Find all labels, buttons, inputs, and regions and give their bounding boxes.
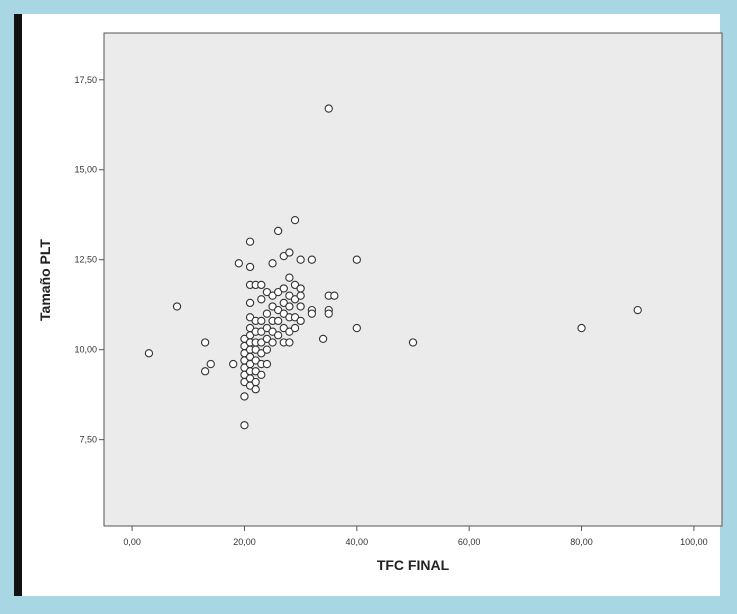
plot-area xyxy=(103,32,723,527)
data-point xyxy=(262,359,272,369)
data-point xyxy=(408,338,418,347)
y-axis-label: Tamaño PLT xyxy=(37,239,53,321)
x-tick-label: 0,00 xyxy=(123,537,141,547)
data-points xyxy=(144,104,642,430)
data-point xyxy=(245,262,255,272)
data-point xyxy=(307,255,317,264)
data-point xyxy=(285,248,294,257)
y-tick-label: 17,50 xyxy=(74,75,97,85)
data-point xyxy=(330,291,339,300)
data-point xyxy=(296,316,305,326)
x-tick-label: 80,00 xyxy=(570,537,593,547)
data-point xyxy=(577,323,586,333)
data-point xyxy=(318,334,328,344)
data-point xyxy=(200,338,210,347)
data-point xyxy=(240,392,249,401)
data-point xyxy=(172,302,182,311)
data-point xyxy=(257,280,266,290)
data-point xyxy=(206,359,215,369)
data-point xyxy=(633,305,642,315)
data-point xyxy=(200,367,210,376)
data-point xyxy=(251,385,260,394)
data-point xyxy=(274,316,283,326)
data-point xyxy=(274,331,283,340)
data-point xyxy=(285,302,294,311)
x-axis-label: TFC FINAL xyxy=(377,557,450,573)
data-point xyxy=(352,323,361,333)
data-point xyxy=(296,284,305,293)
data-point xyxy=(279,284,288,293)
data-point xyxy=(257,370,266,380)
data-point xyxy=(285,273,294,282)
x-tick-label: 40,00 xyxy=(346,537,369,547)
data-point xyxy=(245,237,255,246)
frame-left-border xyxy=(14,14,22,596)
data-point xyxy=(144,349,154,358)
y-tick-label: 7,50 xyxy=(79,435,97,445)
data-point xyxy=(296,302,305,311)
data-point xyxy=(324,104,333,113)
data-point xyxy=(229,359,238,369)
data-point xyxy=(257,316,266,326)
data-point xyxy=(268,259,277,268)
data-point xyxy=(290,323,300,333)
data-point xyxy=(290,215,300,225)
data-point xyxy=(285,338,294,347)
x-axis-ticks: 0,00 20,00 40,00 60,00 80,00 100,00 xyxy=(123,526,708,547)
y-tick-label: 15,00 xyxy=(74,165,97,175)
data-point xyxy=(257,295,266,304)
data-point xyxy=(251,377,260,387)
data-point xyxy=(352,255,361,264)
data-point xyxy=(307,309,317,318)
y-tick-label: 10,00 xyxy=(74,345,97,355)
y-axis-ticks: 7,50 10,00 12,50 15,00 17,50 xyxy=(74,75,104,445)
data-point xyxy=(262,309,272,318)
x-tick-label: 100,00 xyxy=(680,537,708,547)
data-point xyxy=(296,291,305,300)
data-point xyxy=(262,345,272,354)
x-tick-label: 20,00 xyxy=(233,537,256,547)
data-point xyxy=(324,309,333,318)
data-point xyxy=(240,421,249,430)
x-tick-label: 60,00 xyxy=(458,537,481,547)
data-point xyxy=(245,298,255,308)
data-point xyxy=(296,255,305,264)
data-point xyxy=(274,226,283,236)
y-tick-label: 12,50 xyxy=(74,255,97,265)
data-point xyxy=(234,259,243,268)
data-point xyxy=(268,338,277,347)
